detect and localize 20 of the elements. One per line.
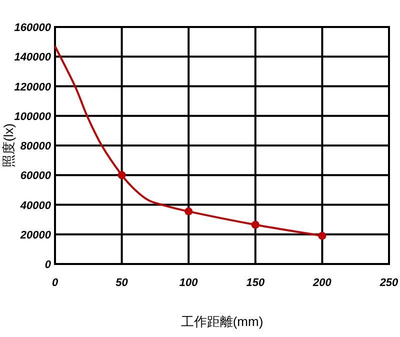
x-tick-label: 150 bbox=[246, 277, 266, 289]
y-tick-label: 20000 bbox=[19, 229, 52, 242]
x-tick-label: 50 bbox=[116, 277, 129, 289]
point bbox=[251, 220, 260, 229]
y-axis-title: 照度(lx) bbox=[1, 123, 16, 168]
x-tick-label: 100 bbox=[179, 277, 199, 289]
x-tick-label: 250 bbox=[378, 277, 400, 289]
y-tick-label: 60000 bbox=[20, 170, 52, 182]
point bbox=[184, 207, 193, 216]
y-tick-label: 80000 bbox=[20, 140, 52, 152]
y-tick-label: 0 bbox=[44, 259, 52, 271]
y-tick-label: 160000 bbox=[14, 22, 52, 34]
y-tick-label: 40000 bbox=[19, 200, 52, 212]
y-tick-label: 100000 bbox=[14, 110, 52, 123]
y-tick-label: 140000 bbox=[14, 52, 52, 64]
x-axis-title: 工作距離(mm) bbox=[180, 314, 264, 329]
point bbox=[318, 232, 326, 240]
x-tick-label: 200 bbox=[312, 277, 332, 289]
y-tick-label: 120000 bbox=[14, 81, 52, 94]
point bbox=[118, 171, 126, 180]
